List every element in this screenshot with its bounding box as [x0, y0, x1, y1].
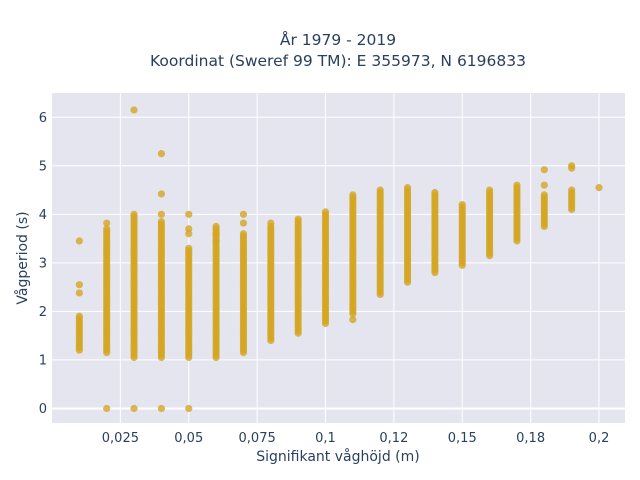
- point-column: [540, 191, 548, 231]
- data-point: [185, 230, 193, 238]
- y-tick-label: 0: [39, 402, 47, 417]
- point-column: [349, 191, 357, 318]
- data-point: [157, 210, 166, 218]
- point-column: [75, 312, 83, 354]
- point-column: [458, 201, 466, 269]
- point-column: [431, 191, 439, 277]
- data-point: [75, 237, 83, 245]
- y-tick-label: 5: [39, 159, 47, 174]
- y-tick-label: 6: [39, 111, 47, 126]
- data-point: [185, 404, 193, 413]
- x-tick-label: 0,18: [516, 431, 545, 446]
- data-point: [103, 404, 111, 413]
- data-point: [212, 237, 220, 245]
- data-point: [130, 210, 138, 218]
- point-column: [103, 225, 111, 357]
- data-point: [185, 244, 193, 252]
- x-tick-label: 0,2: [589, 431, 610, 446]
- gridlines: [52, 93, 625, 423]
- point-column: [130, 210, 138, 362]
- data-point: [349, 191, 357, 199]
- data-point: [157, 150, 166, 158]
- data-point: [239, 219, 248, 227]
- x-axis-title: Signifikant våghöjd (m): [256, 448, 419, 465]
- data-point: [568, 186, 576, 194]
- y-tick-label: 3: [39, 256, 47, 271]
- data-point: [486, 186, 494, 194]
- point-column: [403, 186, 412, 286]
- data-points: [75, 106, 603, 413]
- point-column: [239, 232, 248, 357]
- data-point: [568, 205, 576, 214]
- y-axis-title: Vågperiod (s): [14, 211, 31, 304]
- data-point: [403, 184, 412, 192]
- data-point: [376, 186, 384, 194]
- data-point: [157, 190, 166, 198]
- data-point: [239, 210, 248, 218]
- data-point: [239, 230, 248, 238]
- point-column: [376, 186, 384, 298]
- point-column: [267, 222, 275, 345]
- point-column: [157, 218, 166, 362]
- x-tick-label: 0,15: [448, 431, 477, 446]
- data-point: [75, 289, 83, 297]
- point-column: [486, 186, 494, 260]
- x-tick-label: 0,075: [239, 431, 276, 446]
- data-point: [513, 181, 521, 189]
- data-point: [568, 164, 576, 172]
- x-tick-label: 0,1: [315, 431, 336, 446]
- data-point: [130, 106, 138, 114]
- point-column: [294, 218, 302, 337]
- data-point: [349, 316, 357, 324]
- data-point: [185, 210, 193, 218]
- data-point: [431, 188, 439, 197]
- data-point: [540, 191, 548, 199]
- chart-subtitle: Koordinat (Sweref 99 TM): E 355973, N 61…: [150, 52, 526, 70]
- data-point: [458, 201, 466, 209]
- x-tick-label: 0,12: [379, 431, 408, 446]
- data-point: [267, 219, 275, 227]
- point-column: [321, 208, 330, 328]
- y-tick-label: 2: [39, 305, 47, 320]
- data-point: [321, 208, 330, 216]
- plot-area: [52, 93, 625, 423]
- data-point: [103, 225, 111, 233]
- data-point: [540, 181, 548, 189]
- data-point: [595, 184, 603, 192]
- data-point: [157, 404, 166, 413]
- data-point: [130, 404, 138, 413]
- data-point: [294, 215, 302, 223]
- data-point: [212, 222, 220, 231]
- y-tick-label: 4: [39, 208, 47, 223]
- data-point: [157, 218, 166, 226]
- data-point: [540, 166, 548, 174]
- tick-labels: 0,025 0,05 0,075 0,1 0,12 0,15 0,18 0,2 0 1 2 3 4 5 6: [39, 111, 610, 446]
- chart-title: År 1979 - 2019: [280, 30, 396, 49]
- data-point: [75, 281, 83, 289]
- y-tick-label: 1: [39, 353, 47, 368]
- x-tick-label: 0,05: [174, 431, 203, 446]
- point-column: [513, 181, 521, 245]
- point-column: [185, 244, 193, 362]
- x-tick-label: 0,025: [102, 431, 139, 446]
- data-point: [103, 219, 111, 227]
- data-point: [212, 230, 220, 238]
- data-point: [75, 312, 83, 320]
